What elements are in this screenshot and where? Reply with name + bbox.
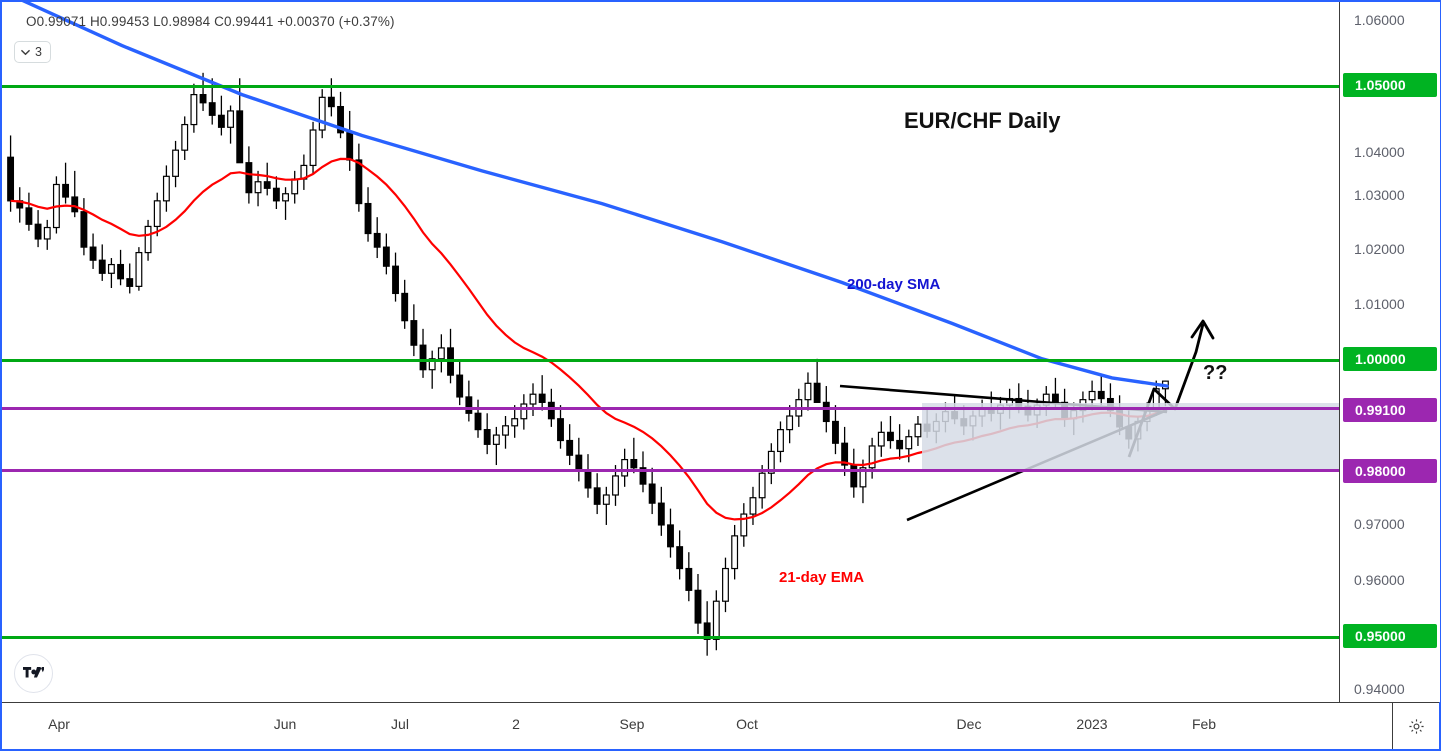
- chart-settings-button[interactable]: [1392, 703, 1439, 749]
- sma-line: [21, 2, 1169, 388]
- time-tick-Oct: Oct: [736, 716, 758, 732]
- price-tick-0.99100[interactable]: 0.99100: [1343, 398, 1437, 422]
- price-tick-0.95000[interactable]: 0.95000: [1343, 624, 1437, 648]
- time-tick-2: 2: [512, 716, 520, 732]
- ema-annotation-label: 21-day EMA: [779, 569, 865, 586]
- price-axis[interactable]: 1.06000 1.05000 1.04000 1.03000 1.02000 1.010…: [1339, 2, 1440, 702]
- price-level-0.98000[interactable]: [2, 469, 1339, 472]
- time-tick-Feb: Feb: [1191, 716, 1217, 732]
- chart-title: EUR/CHF Daily: [904, 108, 1061, 133]
- price-tick-1.01000: 1.01000: [1354, 296, 1405, 312]
- time-tick-Dec: Dec: [956, 716, 982, 732]
- legend-count-label: 3: [35, 45, 42, 59]
- price-tick-1.06000: 1.06000: [1354, 12, 1405, 28]
- price-level-0.99100[interactable]: [2, 407, 1339, 410]
- time-tick-Apr: Apr: [48, 716, 70, 732]
- gear-icon: [1408, 718, 1424, 734]
- tradingview-logo-icon[interactable]: [14, 654, 53, 693]
- chevron-down-icon: [21, 48, 30, 57]
- price-tick-1.05000[interactable]: 1.05000: [1343, 73, 1437, 97]
- projection-question-label: ??: [1203, 362, 1228, 384]
- price-tick-0.96000: 0.96000: [1354, 572, 1405, 588]
- time-axis[interactable]: Apr Jun Jul 2 Sep Oct Dec 2023 Feb: [2, 702, 1439, 749]
- price-tick-1.02000: 1.02000: [1354, 241, 1405, 257]
- consolidation-zone: [922, 403, 1339, 469]
- price-tick-0.97000: 0.97000: [1354, 516, 1405, 532]
- price-level-1.05000[interactable]: [2, 85, 1339, 88]
- price-tick-0.94000: 0.94000: [1354, 681, 1405, 697]
- price-tick-1.00000[interactable]: 1.00000: [1343, 347, 1437, 371]
- time-tick-Jun: Jun: [273, 716, 297, 732]
- price-tick-0.98000[interactable]: 0.98000: [1343, 459, 1437, 483]
- time-tick-Sep: Sep: [619, 716, 645, 732]
- time-tick-Jul: Jul: [391, 716, 409, 732]
- time-tick-2023: 2023: [1076, 716, 1108, 732]
- candlestick-series: [7, 2, 1215, 656]
- price-tick-1.03000: 1.03000: [1354, 187, 1405, 203]
- price-level-0.95000[interactable]: [2, 636, 1339, 639]
- sma-annotation-label: 200-day SMA: [847, 276, 941, 293]
- chart-plot-area[interactable]: EUR/CHF Daily 200-day SMA 21-day EMA ?? …: [2, 2, 1339, 702]
- ohlc-values: O0.99071 H0.99453 L0.98984 C0.99441 +0.0…: [26, 14, 395, 29]
- price-tick-1.04000: 1.04000: [1354, 144, 1405, 160]
- candles-group: [7, 72, 1169, 656]
- legend-collapse-button[interactable]: 3: [14, 41, 51, 63]
- ohlc-legend: O0.99071 H0.99453 L0.98984 C0.99441 +0.0…: [26, 14, 404, 29]
- price-level-1.00000[interactable]: [2, 359, 1339, 362]
